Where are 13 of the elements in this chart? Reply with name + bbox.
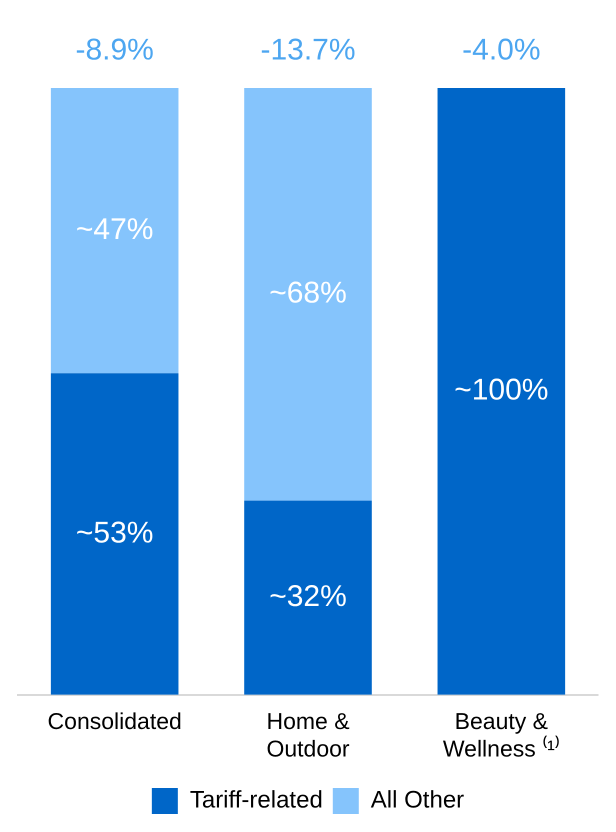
annotation: -4.0% [462, 33, 541, 66]
x-tick-label: Beauty & Wellness ⁽¹⁾ [442, 708, 560, 762]
legend-label: Tariff-related [190, 786, 323, 814]
data-label: ~32% [269, 580, 347, 613]
data-label: ~47% [76, 212, 154, 246]
data-label: ~100% [454, 374, 548, 407]
data-label: ~53% [76, 516, 154, 550]
data-label: ~68% [269, 276, 347, 310]
annotation: -8.9% [75, 33, 154, 66]
legend-label: All Other [370, 786, 464, 814]
annotation: -13.7% [260, 33, 356, 66]
x-tick-label: Consolidated [48, 708, 182, 734]
x-tick-label: Home & Outdoor [266, 708, 350, 762]
